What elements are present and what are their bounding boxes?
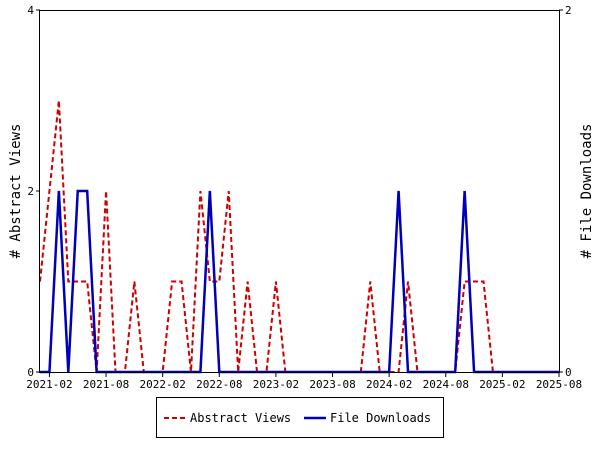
legend: Abstract Views File Downloads	[156, 397, 444, 438]
y-left-tick-label: 4	[27, 4, 34, 17]
x-tick-label: 2023-08	[309, 378, 355, 391]
x-tick-label: 2023-02	[253, 378, 299, 391]
x-tick-label: 2021-08	[83, 378, 129, 391]
x-tick-label: 2025-02	[479, 378, 525, 391]
x-tick-label: 2024-02	[366, 378, 412, 391]
x-tick-label: 2025-08	[536, 378, 582, 391]
x-tick-label: 2021-02	[26, 378, 72, 391]
legend-box	[156, 397, 444, 438]
x-tick-label: 2024-08	[423, 378, 469, 391]
y-left-tick-label: 0	[27, 366, 34, 379]
y-right-tick-label: 0	[565, 366, 572, 379]
x-tick-label: 2022-02	[139, 378, 185, 391]
legend-label-file-downloads: File Downloads	[330, 411, 431, 425]
series-line-abstract-views	[39, 100, 559, 373]
y-left-axis-title: # Abstract Views	[8, 124, 24, 259]
plot-frame	[39, 10, 560, 373]
y-right-tick-label: 2	[565, 4, 572, 17]
x-tick-label: 2022-08	[196, 378, 242, 391]
y-right-axis-title: # File Downloads	[579, 124, 595, 259]
legend-label-abstract-views: Abstract Views	[190, 411, 291, 425]
y-left-tick-label: 2	[27, 185, 34, 198]
